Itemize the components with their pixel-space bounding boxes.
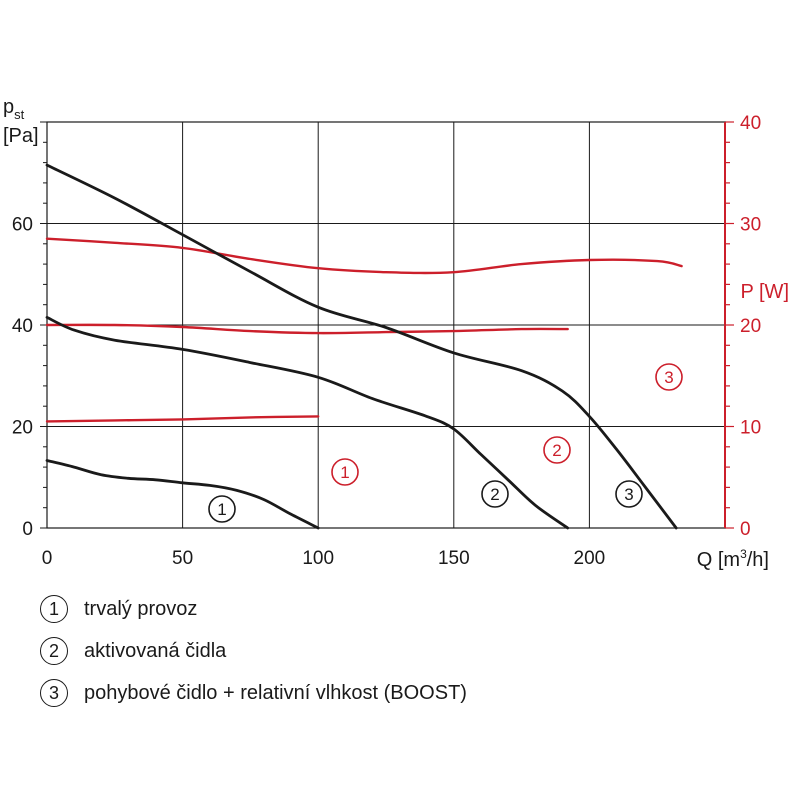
curve-marker-circle xyxy=(543,436,571,464)
x-tick-label: 100 xyxy=(302,548,334,569)
curve-marker-circle xyxy=(615,480,643,508)
curve-marker-label: 2 xyxy=(552,441,561,460)
curve-marker-circle xyxy=(331,458,359,486)
x-tick-labels: 0 50 100 150 200 xyxy=(42,548,606,569)
curve-marker-circle xyxy=(481,480,509,508)
curve-markers: 1 2 3 1 2 3 xyxy=(208,363,683,523)
y-left-tick-labels: 0 20 40 60 xyxy=(12,215,33,541)
curve-marker-label: 1 xyxy=(340,463,349,482)
legend-label: aktivovaná čidla xyxy=(84,639,227,662)
y-right-tick-label: 20 xyxy=(740,316,761,337)
y-right-tick-label: 40 xyxy=(740,113,761,134)
power-curve-1 xyxy=(45,415,320,423)
legend-item: 3 pohybové čidlo + relativní vlhkost (BO… xyxy=(40,672,467,714)
curve-marker-circle xyxy=(655,363,683,391)
y-left-tick-label: 40 xyxy=(12,316,33,337)
y-left-tick-label: 20 xyxy=(12,418,33,439)
legend-label: trvalý provoz xyxy=(84,597,198,620)
pressure-series xyxy=(45,163,678,530)
curve-marker-label: 3 xyxy=(664,368,673,387)
minor-ticks xyxy=(40,121,734,529)
curve-marker-circle xyxy=(208,495,236,523)
y-right-tick-labels: 0 10 20 30 40 xyxy=(740,113,761,540)
curve-marker-label: 2 xyxy=(490,485,499,504)
pressure-curve-2 xyxy=(45,316,570,530)
y-left-tick-label: 0 xyxy=(22,519,33,540)
power-curve-3 xyxy=(45,237,683,275)
x-axis-title: Q [m3/h] xyxy=(697,547,769,571)
legend-item: 1 trvalý provoz xyxy=(40,588,467,630)
y-right-axis-title: P [W] xyxy=(740,281,789,303)
y-left-tick-label: 60 xyxy=(12,215,33,236)
legend-item: 2 aktivovaná čidla xyxy=(40,630,467,672)
y-right-tick-label: 0 xyxy=(740,519,751,540)
pressure-curve-3 xyxy=(45,163,678,530)
legend: 1 trvalý provoz 2 aktivovaná čidla 3 poh… xyxy=(40,588,467,714)
x-tick-label: 0 xyxy=(42,548,53,569)
legend-marker: 1 xyxy=(40,595,68,623)
legend-label: pohybové čidlo + relativní vlhkost (BOOS… xyxy=(84,681,467,704)
legend-marker: 3 xyxy=(40,679,68,707)
legend-marker: 2 xyxy=(40,637,68,665)
y-left-axis-title: pst xyxy=(3,96,25,122)
x-tick-label: 150 xyxy=(438,548,470,569)
x-tick-label: 200 xyxy=(574,548,606,569)
y-right-tick-label: 30 xyxy=(740,215,761,236)
curve-marker-label: 3 xyxy=(624,485,633,504)
power-curve-2 xyxy=(45,323,569,335)
x-tick-label: 50 xyxy=(172,548,193,569)
power-series xyxy=(45,237,683,423)
y-left-axis-unit: [Pa] xyxy=(3,125,39,147)
y-right-tick-label: 10 xyxy=(740,418,761,439)
curve-marker-label: 1 xyxy=(217,500,226,519)
pressure-curve-1 xyxy=(45,459,320,530)
